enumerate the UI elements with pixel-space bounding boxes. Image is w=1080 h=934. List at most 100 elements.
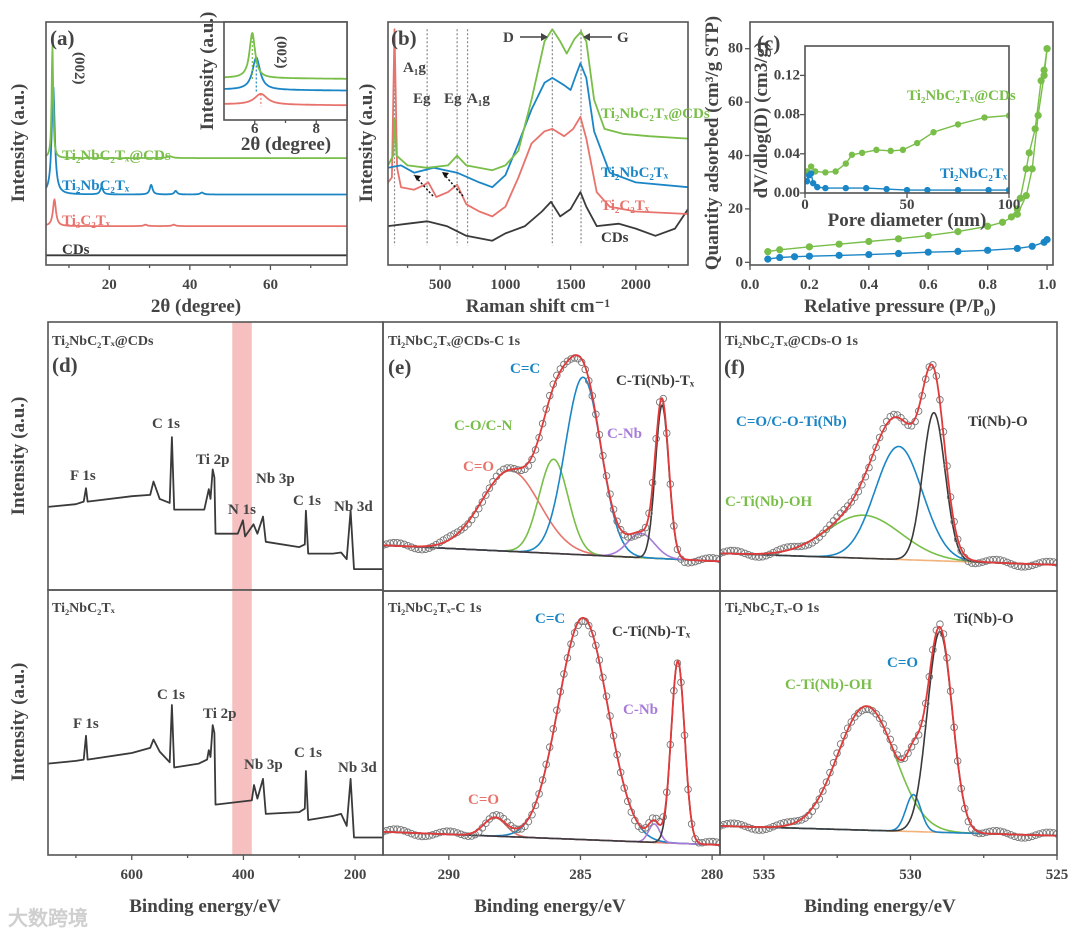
peak-annotation: C 1s: [294, 745, 322, 761]
y-axis-label: dV/dlog(D) (cm3/g): [751, 42, 772, 199]
raw-data-point: [514, 466, 522, 474]
peak-annotation: Ti 2p: [203, 706, 237, 722]
peak-annotation: C 1s: [157, 687, 185, 703]
plot-area: [764, 45, 1051, 263]
data-point: [1013, 205, 1021, 213]
chart-c: 0.0 0.2 0.4 0.6 0.8 1.0 0 20 40 60 80 Relative pres…: [702, 16, 1056, 317]
raw-data-point: [425, 544, 433, 552]
raw-data-point: [1039, 829, 1047, 837]
x-tick-label: 200: [344, 867, 367, 883]
chart-e_top: C=O C-O/C-N C=C C-Nb C-Ti(Nb)-Tₓ (e) Ti₂NbC₂Tₓ…: [382, 321, 721, 592]
data-point: [930, 129, 937, 136]
raw-data-point: [702, 838, 710, 846]
highlight-band: [232, 590, 252, 855]
peak-annotation: Nb 3d: [338, 760, 377, 776]
raw-data-point: [1035, 559, 1044, 567]
raw-data-point: [702, 554, 710, 563]
data-point: [899, 146, 907, 154]
x-tick-label: 525: [1046, 867, 1069, 883]
plot-frame: [749, 21, 1054, 266]
plot-frame: [719, 590, 1058, 856]
raw-data-point: [482, 491, 490, 499]
data-point: [954, 186, 962, 193]
arrow-head-icon: [583, 33, 590, 41]
data-point: [985, 186, 992, 193]
y-axis-label: Intensity (a.u.): [197, 12, 218, 131]
data-point: [924, 186, 931, 193]
series-label: CDs: [62, 242, 90, 258]
peak-label: C-Nb: [607, 426, 642, 442]
series-label: Ti₂NbC₂Tₓ: [62, 178, 130, 194]
y-tick-label: 0.00: [774, 185, 800, 201]
data-point: [1028, 242, 1036, 250]
series-line: [224, 32, 347, 80]
raw-data-point: [847, 498, 856, 506]
raw-data-point: [489, 478, 497, 486]
arrow-head-icon: [442, 172, 449, 178]
raw-data-point: [645, 819, 653, 827]
data-point: [805, 178, 811, 185]
raw-data-point: [847, 718, 856, 726]
peak-label: C-O/C-N: [454, 418, 512, 434]
series-label: Ti₃C₂Tₓ: [62, 213, 111, 229]
data-point: [807, 170, 815, 177]
raw-data-point: [875, 714, 884, 722]
x-tick-label: 285: [569, 867, 592, 883]
raw-data-point: [616, 525, 625, 534]
plot-area: [388, 28, 688, 246]
data-point: [835, 251, 843, 259]
raw-data-point: [514, 825, 522, 834]
data-point: [984, 246, 992, 254]
data-point: [807, 163, 815, 170]
data-point: [1025, 149, 1033, 157]
x-tick-label: 0.8: [978, 277, 997, 293]
raw-data-point: [819, 787, 827, 795]
raw-data-point: [762, 552, 770, 560]
raw-data-point: [436, 828, 444, 837]
fit-component: [720, 411, 1057, 566]
x-axis-label: Binding energy/eV: [804, 896, 956, 917]
data-point: [764, 248, 772, 256]
shift-arrow-icon: [441, 171, 464, 197]
data-point: [776, 246, 784, 254]
peak-label: C-Ti(Nb)-OH: [725, 494, 813, 510]
raw-data-point: [748, 552, 756, 560]
peak-label: C=O/C-O-Ti(Nb): [736, 414, 847, 430]
plot-frame: [387, 21, 689, 266]
data-point: [954, 121, 962, 128]
raw-data-point: [875, 433, 884, 442]
peak-annotation: C 1s: [152, 416, 180, 432]
series-line: [224, 56, 347, 92]
data-point: [883, 185, 890, 193]
plot-frame: [382, 321, 721, 592]
peak-annotation: F 1s: [73, 716, 99, 732]
chart-f_top: C-Ti(Nb)-OH C=O/C-O-Ti(Nb) Ti(Nb)-O (f) Ti₂N…: [719, 321, 1058, 592]
series-line: [48, 436, 383, 570]
data-point: [894, 235, 903, 243]
series-label: Ti₂NbC₂Tₓ@CDs: [62, 148, 171, 164]
x-tick-label: 1500: [556, 277, 586, 293]
series-line: [388, 62, 688, 189]
series-line: [224, 92, 347, 107]
raw-data-point: [648, 814, 657, 822]
x-tick-label: 8: [313, 121, 321, 137]
x-tick-label: 2000: [621, 277, 651, 293]
chart-b: 500 1000 1500 2000 Raman shift cm⁻¹ Intensity…: [356, 21, 710, 317]
data-point: [924, 232, 932, 240]
data-point: [1031, 125, 1039, 133]
x-tick-label: 0.4: [859, 277, 878, 293]
raw-data-point: [485, 484, 494, 492]
raw-data-point: [1010, 561, 1019, 569]
data-point: [914, 139, 921, 147]
chart-a: 20 40 60 2θ (degree) Intensity (a.u.) (a) (002…: [8, 21, 348, 317]
plot-area: [48, 590, 383, 855]
y-tick-label: 60: [728, 94, 743, 110]
raw-data-point: [567, 355, 575, 363]
raw-data-point: [1039, 558, 1047, 566]
peak-label: C=O: [887, 655, 918, 671]
panel-letter: (f): [724, 355, 745, 379]
plot-area: [46, 44, 347, 257]
chart-a_inset: 6 82θ (degree) Intensity (a.u.) (002): [197, 12, 348, 155]
y-axis-label: Intensity (a.u.): [8, 397, 29, 516]
shift-arrow-icon: [413, 174, 434, 197]
